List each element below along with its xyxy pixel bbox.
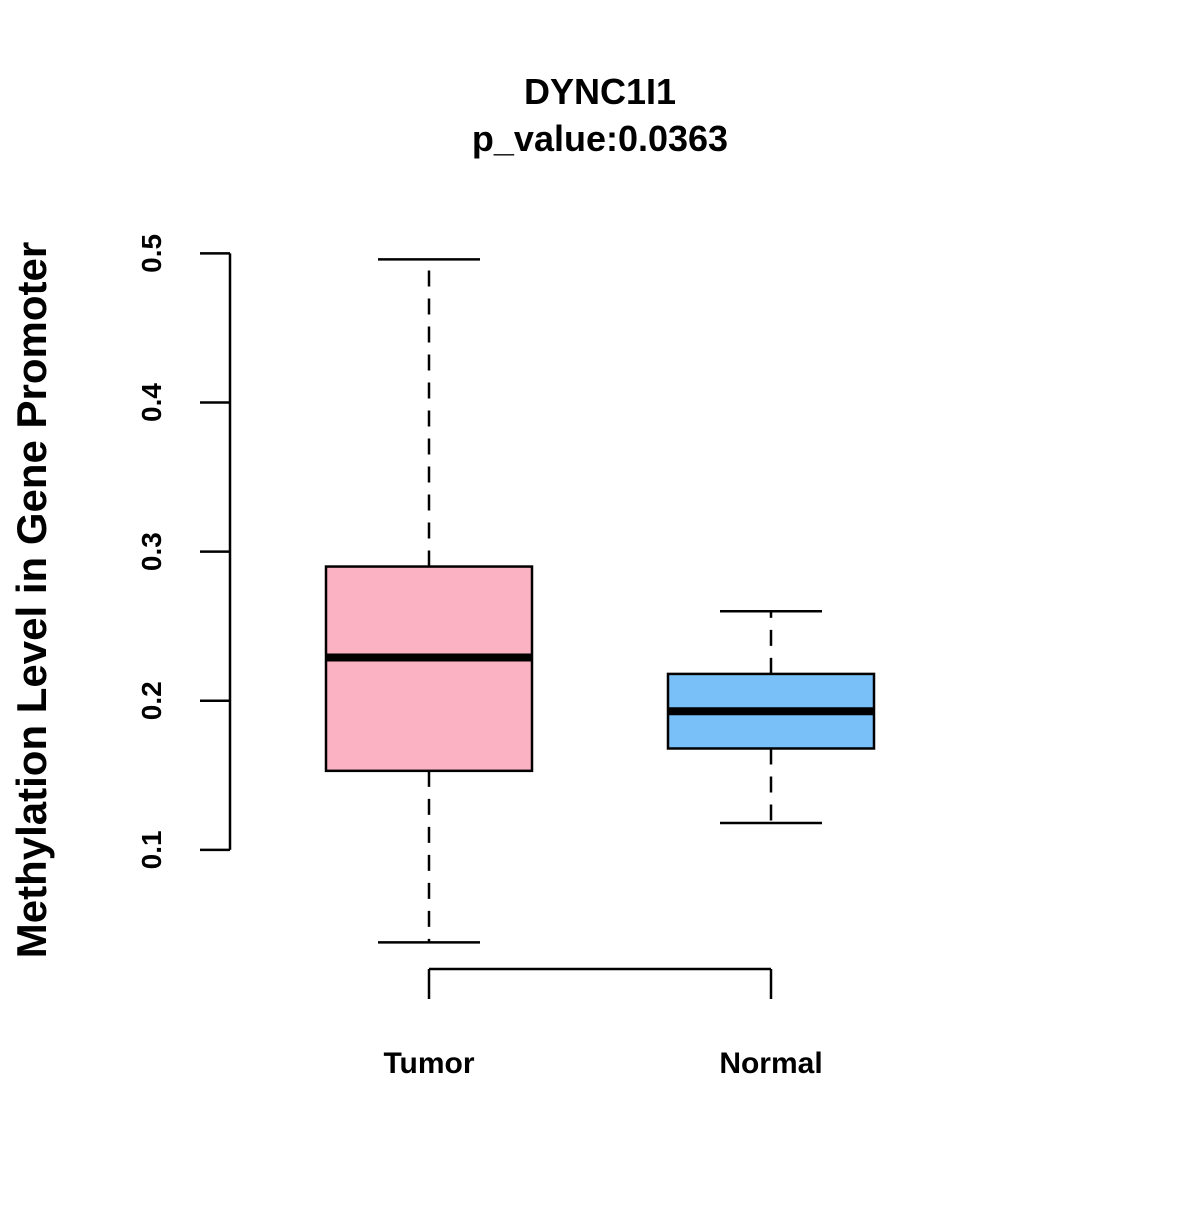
y-tick-label: 0.5 [136,234,167,273]
box-iqr [324,565,534,773]
y-tick-label: 0.1 [136,830,167,869]
box-tumor [324,258,534,944]
chart-title: DYNC1I1 [524,71,676,112]
boxplot-series [324,258,876,944]
x-tick-label: Tumor [383,1047,474,1080]
box-normal [666,610,876,825]
chart-subtitle: p_value:0.0363 [472,118,728,159]
y-tick-label: 0.4 [136,383,167,422]
y-tick-label: 0.3 [136,532,167,571]
x-axis: Tumor Normal [383,967,823,1080]
y-axis-label: Methylation Level in Gene Promoter [8,242,55,958]
y-tick-label: 0.2 [136,681,167,720]
x-tick-label: Normal [719,1047,822,1080]
y-axis: 0.1 0.2 0.3 0.4 0.5 [136,234,232,869]
